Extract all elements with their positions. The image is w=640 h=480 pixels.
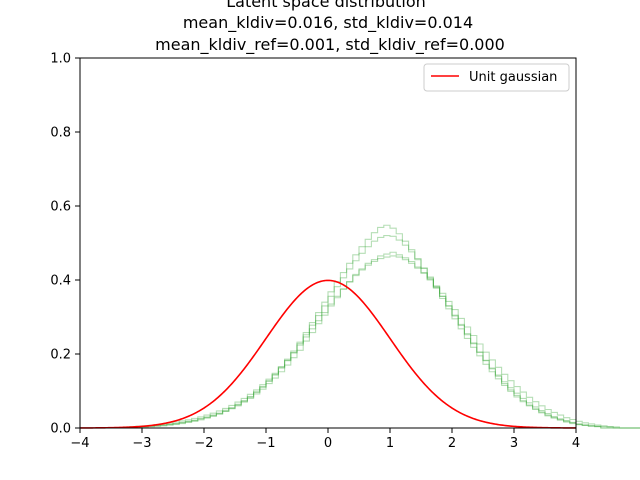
- chart-subtitle-line-2: mean_kldiv_ref=0.001, std_kldiv_ref=0.00…: [155, 35, 505, 55]
- chart-title: Latent space distribution: [226, 0, 426, 11]
- x-tick-label: −4: [70, 436, 89, 451]
- y-tick-label: 0.8: [50, 126, 71, 141]
- legend-box: [423, 63, 570, 92]
- y-tick-label: 0.2: [50, 348, 71, 363]
- histogram-group: [80, 224, 640, 429]
- y-tick-label: 0.0: [50, 422, 71, 437]
- x-tick-label: 2: [448, 436, 456, 451]
- y-tick-label: 1.0: [50, 52, 71, 67]
- histogram-sample-2: [80, 224, 640, 429]
- x-tick-label: 0: [324, 436, 332, 451]
- y-tick-label: 0.6: [50, 200, 71, 215]
- series-line-unit-gaussian: [80, 279, 576, 429]
- x-tick-label: −3: [132, 436, 151, 451]
- x-tick-label: −1: [256, 436, 275, 451]
- histogram-sample-1: [80, 251, 640, 429]
- x-tick-label: 3: [510, 436, 518, 451]
- y-tick-label: 0.4: [50, 274, 71, 289]
- y-axis: 0.0 0.2 0.4 0.6 0.8 1.0: [50, 52, 80, 437]
- chart-subtitle-line-1: mean_kldiv=0.016, std_kldiv=0.014: [183, 13, 473, 33]
- x-axis: −4 −3 −2 −1 0 1 2 3 4: [70, 428, 580, 451]
- histogram-sample-3: [80, 255, 640, 429]
- legend: Unit gaussian: [423, 63, 570, 92]
- histogram-sample-4: [80, 235, 640, 429]
- x-tick-label: 4: [572, 436, 580, 451]
- x-tick-label: −2: [194, 436, 213, 451]
- x-tick-label: 1: [386, 436, 394, 451]
- legend-label-unit-gaussian: Unit gaussian: [469, 70, 557, 85]
